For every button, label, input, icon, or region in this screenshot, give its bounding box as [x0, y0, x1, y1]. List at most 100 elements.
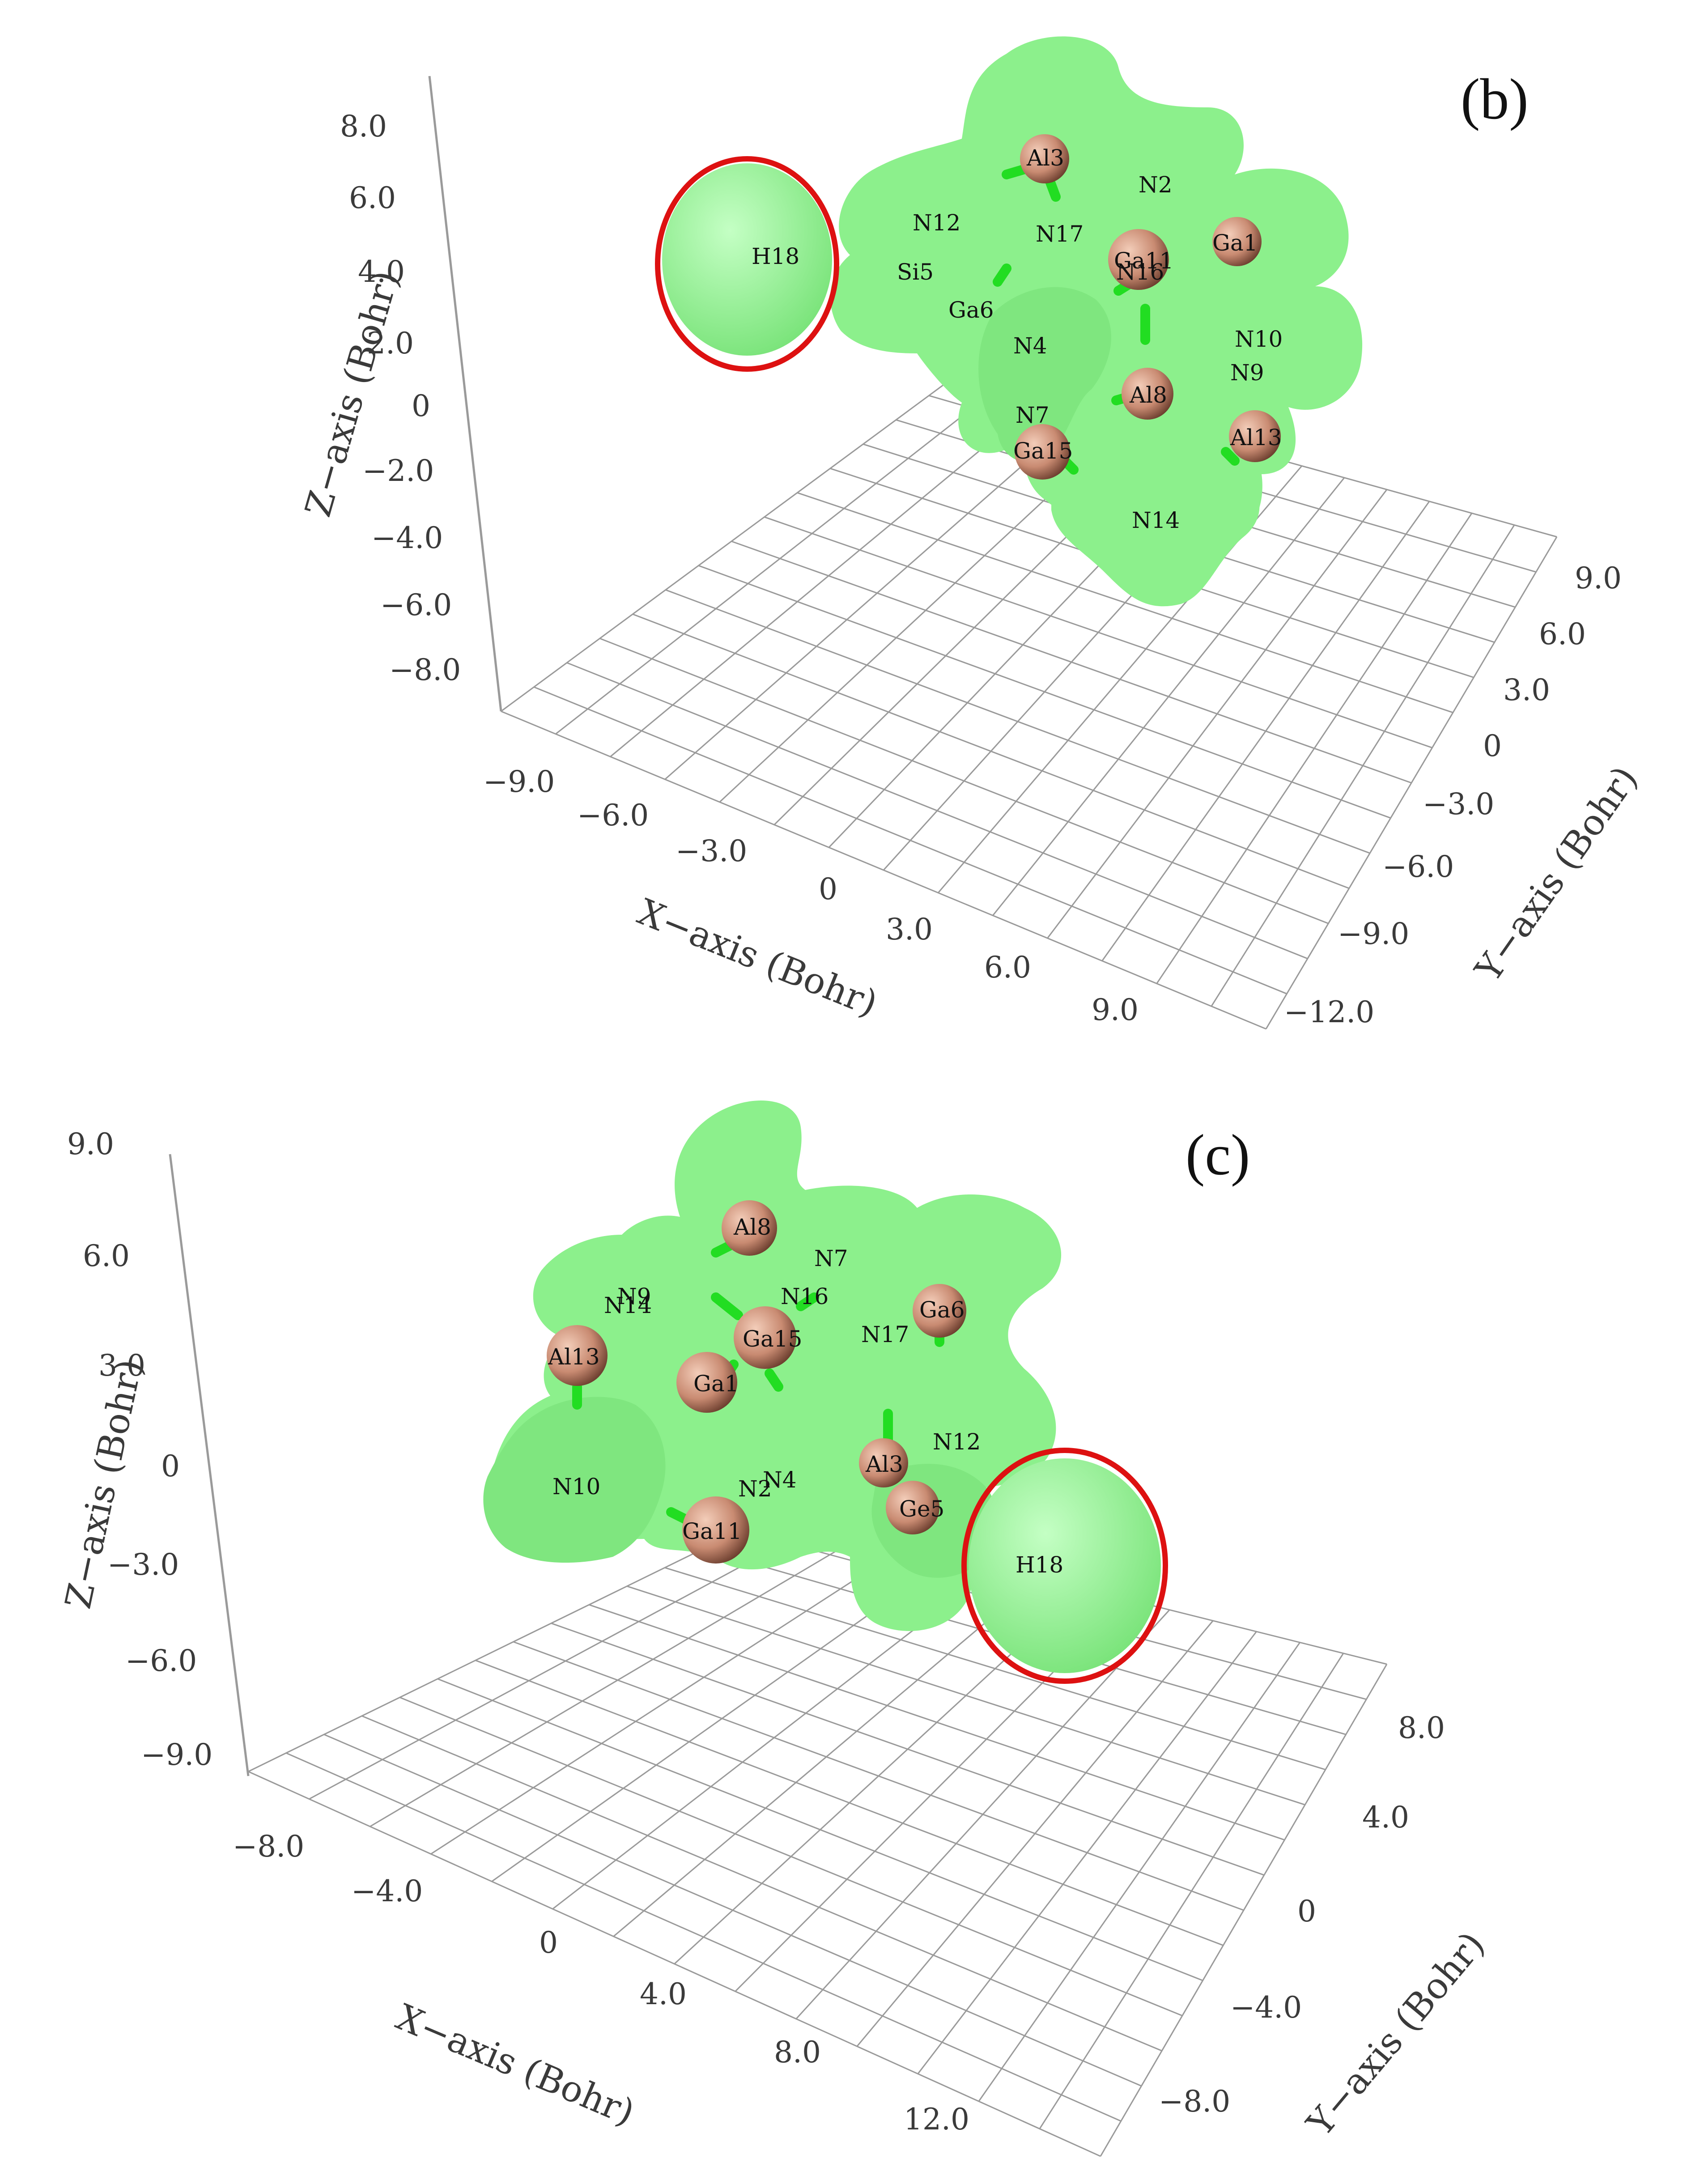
z-tick: −8.0 [389, 653, 461, 687]
atom-label: Al3 [865, 1451, 903, 1477]
bond [711, 1292, 743, 1320]
atom-al3 [859, 1438, 908, 1487]
atom-label: Al3 [1026, 145, 1064, 171]
atom-label: Ga6 [948, 297, 994, 323]
h18-highlight-b [655, 156, 839, 372]
grid-line [589, 1604, 1285, 1841]
electron-density-surface-n4 [978, 287, 1111, 463]
z-tick: 3.0 [98, 1348, 145, 1383]
atom-label: N2 [738, 1476, 772, 1502]
y-tick: −3.0 [1423, 787, 1494, 821]
atom-ga6 [913, 1284, 966, 1338]
atom-al13 [1229, 410, 1281, 462]
atom-label: Ga1 [1212, 230, 1258, 256]
y-tick: −4.0 [1230, 1990, 1302, 2025]
grid-line [361, 1715, 1162, 2052]
grid-line [632, 613, 1350, 889]
grid-line [513, 1641, 1244, 1911]
atom-labels-b: Al3 N2 N12 N17 Ga11 N16 Ga1 H18 Si5 Ga6 … [752, 145, 1283, 533]
x-axis-label-c: X−axis (Bohr) [391, 1996, 641, 2134]
y-tick: 6.0 [1539, 617, 1586, 651]
highlight-ring [961, 1448, 1168, 1684]
panel-label-b: (b) [1461, 67, 1529, 132]
grid-line [626, 1585, 1305, 1806]
z-ticks-c: 9.0 6.0 3.0 0 −3.0 −6.0 −9.0 [67, 1127, 212, 1772]
atom-label: N16 [1116, 259, 1164, 285]
grid-line [731, 540, 1412, 784]
highlight-ring [655, 156, 839, 372]
x-tick: 0 [539, 1925, 558, 1960]
bond [796, 1292, 819, 1311]
z-tick: −4.0 [371, 521, 443, 555]
atom-al3 [1020, 134, 1069, 183]
atom-label: Si5 [897, 259, 934, 285]
atom-label: Ge5 [899, 1496, 944, 1522]
y-tick: 0 [1483, 729, 1502, 763]
z-tick: −2.0 [362, 454, 434, 488]
atom-ga15 [734, 1306, 796, 1369]
atom-ga11 [1108, 229, 1169, 290]
atom-label: N7 [1016, 402, 1050, 428]
grid-line [664, 1567, 1326, 1771]
atom-label: Al8 [1129, 382, 1167, 408]
h18-surface [969, 1458, 1161, 1673]
atoms-c [547, 1200, 966, 1564]
atom-ga1 [1212, 217, 1262, 266]
y-ticks-b: 9.0 6.0 3.0 0 −3.0 −6.0 −9.0 −12.0 [1284, 561, 1622, 1029]
atom-label: N9 [617, 1283, 651, 1309]
x-tick: 3.0 [886, 912, 933, 947]
x-tick: −4.0 [351, 1874, 423, 1908]
atom-label: N16 [781, 1283, 829, 1309]
grid-line [698, 565, 1391, 819]
atom-labels-c: Al8 N7 N9 N14 N16 Ga15 Ga6 N17 Al13 Ga1 … [548, 1214, 1063, 1578]
z-tick: 2.0 [367, 326, 414, 361]
atoms-b [1015, 134, 1281, 480]
panel-b: (b) 8.0 6.0 4.0 2.0 0 −2.0 −4.0 −6.0 −8.… [297, 36, 1646, 1030]
x-tick: 8.0 [774, 2035, 821, 2069]
atom-label: Ga1 [693, 1371, 739, 1397]
atom-al8 [722, 1200, 777, 1256]
panel-label-c: (c) [1186, 1123, 1250, 1187]
h18-surface [662, 163, 832, 356]
y-ticks-c: 8.0 4.0 0 −4.0 −8.0 [1159, 1711, 1445, 2119]
atom-ga11 [682, 1496, 749, 1564]
atom-label: Al13 [548, 1344, 600, 1370]
x-axis-label-b: X−axis (Bohr) [632, 891, 883, 1024]
atom-ge5 [886, 1481, 939, 1534]
z-tick: 4.0 [358, 255, 405, 289]
panel-c: (c) 9.0 6.0 3.0 0 −3.0 −6.0 −9.0 −8.0 −4… [57, 1100, 1493, 2157]
y-tick: 4.0 [1362, 1800, 1409, 1835]
grid-line [599, 637, 1329, 924]
grid-line [248, 1771, 1101, 2157]
z-tick: 9.0 [67, 1127, 114, 1161]
atom-label: Al8 [733, 1214, 771, 1240]
atom-label: N10 [1235, 326, 1283, 352]
z-tick: −6.0 [380, 588, 452, 622]
atom-al13 [547, 1325, 608, 1386]
atom-label: Al13 [1230, 425, 1282, 450]
bond [993, 263, 1011, 287]
electron-density-surface [830, 36, 1363, 557]
z-tick: 8.0 [340, 109, 387, 144]
atom-label: Ga6 [919, 1297, 965, 1323]
atom-label: N17 [1036, 221, 1084, 247]
atom-label: N9 [1230, 360, 1264, 386]
x-tick: 0 [819, 872, 837, 906]
x-tick: 9.0 [1092, 993, 1139, 1027]
electron-density-surface-n14 [1051, 461, 1260, 607]
atom-label: N2 [1139, 172, 1173, 198]
x-ticks-b: −9.0 −6.0 −3.0 0 3.0 6.0 9.0 [483, 765, 1139, 1027]
z-tick: −6.0 [125, 1644, 197, 1678]
atom-label: N12 [913, 210, 960, 236]
z-tick: −9.0 [141, 1738, 212, 1772]
atom-label: N4 [1013, 333, 1047, 359]
grid-line [501, 710, 1266, 1030]
atom-label: N7 [814, 1245, 848, 1271]
z-axis-line-c [169, 1154, 250, 1776]
z-axis-line-b [428, 76, 502, 712]
atom-label: Ga15 [743, 1326, 802, 1352]
x-tick: 12.0 [904, 2102, 969, 2137]
grid-line [566, 662, 1308, 960]
grid-line [286, 1752, 1122, 2122]
